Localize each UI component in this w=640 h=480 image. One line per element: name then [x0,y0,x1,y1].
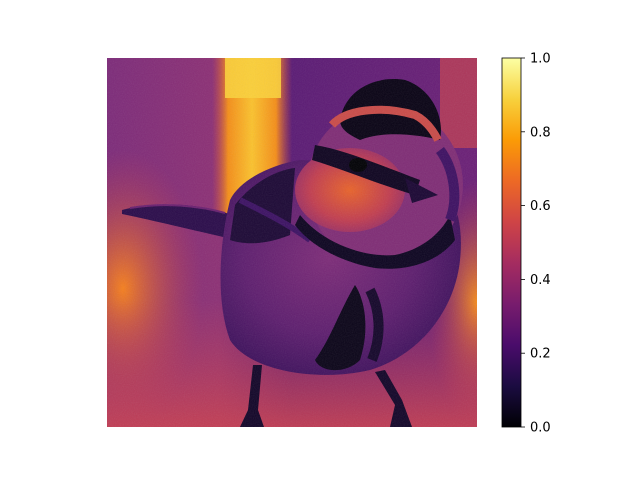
colorbar-tick-label: 1.0 [530,52,551,67]
colorbar-tick-label: 0.2 [530,347,551,362]
colorbar-tick-label: 0.0 [530,421,551,436]
colorbar: 0.0 0.2 0.4 0.6 0.8 1.0 [501,52,551,436]
colorbar-gradient [502,58,521,427]
colorbar-tick-label: 0.4 [530,273,551,288]
bird-image [107,58,477,427]
colorbar-ticks: 0.0 0.2 0.4 0.6 0.8 1.0 [521,52,551,436]
colorbar-tick-label: 0.8 [530,125,551,140]
colorbar-tick-label: 0.6 [530,199,551,214]
colorbar-frame [501,57,522,428]
